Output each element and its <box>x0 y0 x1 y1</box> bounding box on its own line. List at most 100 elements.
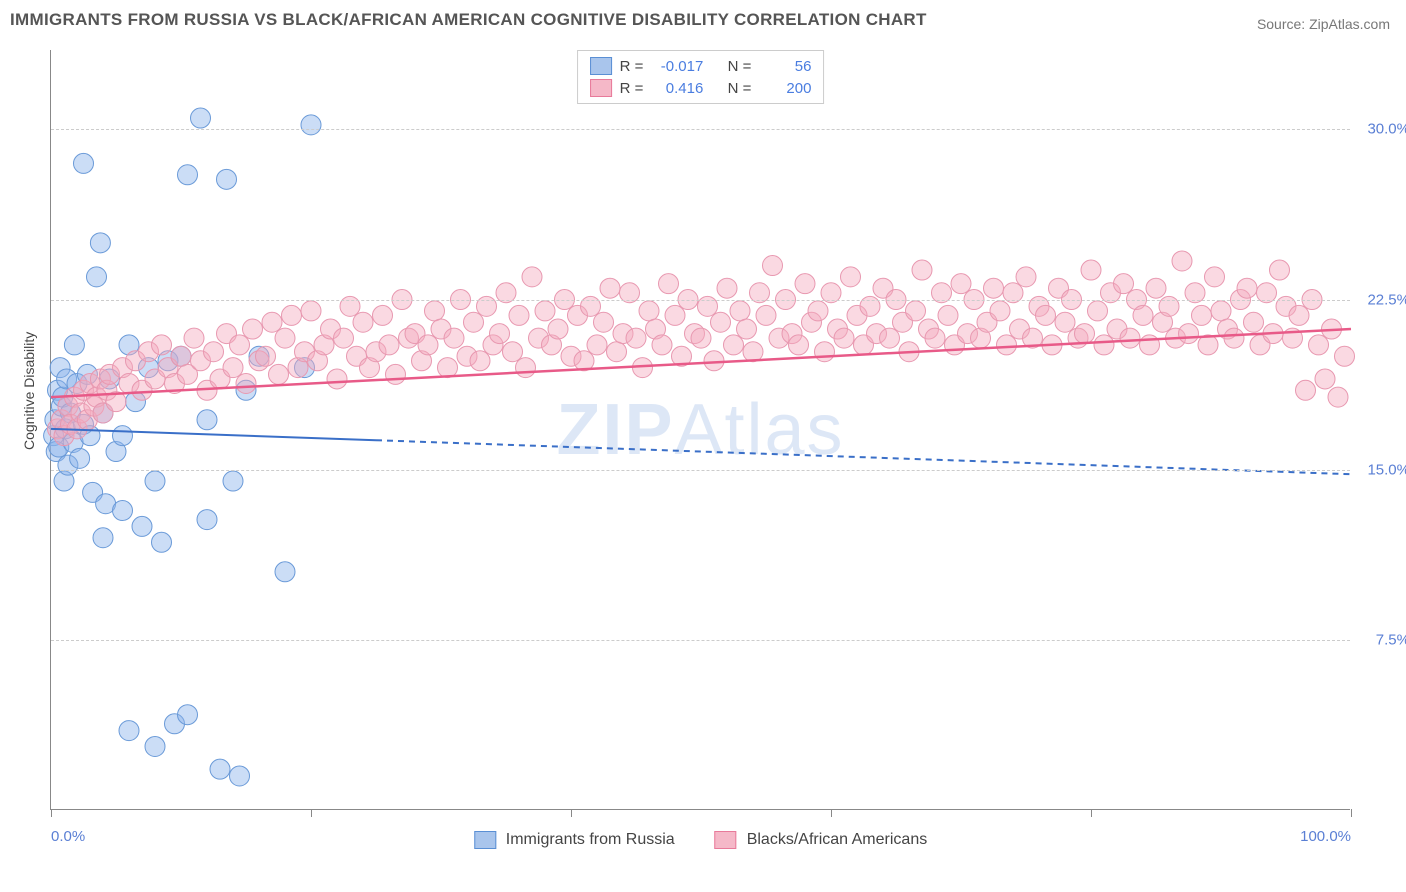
data-point <box>152 532 172 552</box>
x-tick <box>1091 809 1092 817</box>
data-point <box>275 562 295 582</box>
data-point <box>834 328 854 348</box>
data-point <box>665 305 685 325</box>
data-point <box>652 335 672 355</box>
data-point <box>301 115 321 135</box>
data-point <box>1309 335 1329 355</box>
data-point <box>197 410 217 430</box>
data-point <box>548 319 568 339</box>
data-point <box>607 342 627 362</box>
data-point <box>1081 260 1101 280</box>
data-point <box>418 335 438 355</box>
x-tick-label: 100.0% <box>1300 828 1351 845</box>
data-point <box>93 528 113 548</box>
r-label: R = <box>620 80 644 97</box>
data-point <box>925 328 945 348</box>
x-tick <box>1351 809 1352 817</box>
data-point <box>262 312 282 332</box>
data-point <box>503 342 523 362</box>
n-value: 200 <box>759 80 811 97</box>
y-axis-label: Cognitive Disability <box>21 332 37 450</box>
data-point <box>152 335 172 355</box>
data-point <box>795 274 815 294</box>
data-point <box>444 328 464 348</box>
chart-svg <box>51 50 1350 809</box>
data-point <box>70 448 90 468</box>
gridline <box>51 640 1350 641</box>
data-point <box>1094 335 1114 355</box>
n-value: 56 <box>759 58 811 75</box>
data-point <box>600 278 620 298</box>
data-point <box>808 301 828 321</box>
data-point <box>789 335 809 355</box>
correlation-legend-row: R =0.416 N =200 <box>590 77 812 99</box>
data-point <box>841 267 861 287</box>
data-point <box>327 369 347 389</box>
data-point <box>1224 328 1244 348</box>
data-point <box>756 305 776 325</box>
source-label: Source: ZipAtlas.com <box>1257 16 1390 32</box>
data-point <box>1192 305 1212 325</box>
x-tick <box>571 809 572 817</box>
legend-swatch <box>715 831 737 849</box>
data-point <box>626 328 646 348</box>
data-point <box>1315 369 1335 389</box>
x-tick <box>311 809 312 817</box>
data-point <box>815 342 835 362</box>
data-point <box>256 346 276 366</box>
data-point <box>119 721 139 741</box>
data-point <box>64 335 84 355</box>
data-point <box>906 301 926 321</box>
data-point <box>113 426 133 446</box>
data-point <box>717 278 737 298</box>
data-point <box>1016 267 1036 287</box>
data-point <box>1114 274 1134 294</box>
x-tick-label: 0.0% <box>51 828 85 845</box>
data-point <box>1075 324 1095 344</box>
data-point <box>1244 312 1264 332</box>
data-point <box>178 705 198 725</box>
data-point <box>1055 312 1075 332</box>
series-legend-label: Blacks/African Americans <box>747 831 928 849</box>
correlation-legend: R = -0.017 N = 56 R =0.416 N =200 <box>577 50 825 104</box>
data-point <box>1205 267 1225 287</box>
y-tick-label: 22.5% <box>1367 291 1406 308</box>
data-point <box>334 328 354 348</box>
n-label: N = <box>728 58 752 75</box>
data-point <box>509 305 529 325</box>
data-point <box>984 278 1004 298</box>
data-point <box>223 358 243 378</box>
data-point <box>516 358 536 378</box>
data-point <box>230 766 250 786</box>
data-point <box>724 335 744 355</box>
data-point <box>1270 260 1290 280</box>
r-label: R = <box>620 58 644 75</box>
data-point <box>912 260 932 280</box>
data-point <box>587 335 607 355</box>
y-tick-label: 15.0% <box>1367 461 1406 478</box>
data-point <box>951 274 971 294</box>
data-point <box>425 301 445 321</box>
data-point <box>470 351 490 371</box>
data-point <box>691 328 711 348</box>
data-point <box>659 274 679 294</box>
data-point <box>938 305 958 325</box>
data-point <box>730 301 750 321</box>
data-point <box>1172 251 1192 271</box>
chart-container: IMMIGRANTS FROM RUSSIA VS BLACK/AFRICAN … <box>10 10 1396 882</box>
r-value: -0.017 <box>651 58 703 75</box>
data-point <box>1237 278 1257 298</box>
data-point <box>236 373 256 393</box>
y-tick-label: 30.0% <box>1367 121 1406 138</box>
data-point <box>763 256 783 276</box>
data-point <box>1133 305 1153 325</box>
data-point <box>997 335 1017 355</box>
data-point <box>282 305 302 325</box>
data-point <box>87 267 107 287</box>
legend-swatch <box>590 79 612 97</box>
data-point <box>301 301 321 321</box>
data-point <box>522 267 542 287</box>
x-tick <box>831 809 832 817</box>
data-point <box>1146 278 1166 298</box>
data-point <box>223 471 243 491</box>
